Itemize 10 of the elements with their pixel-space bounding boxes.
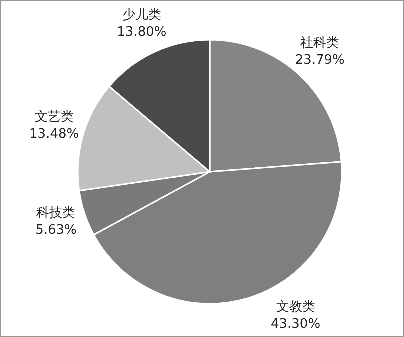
data-label: 13.80% — [117, 24, 167, 40]
data-label: 43.30% — [270, 317, 321, 332]
slice-label: 社科类 — [300, 36, 340, 52]
data-label: 5.63% — [36, 222, 77, 238]
slice-label: 科技类 — [36, 206, 76, 221]
data-label: 23.79% — [295, 53, 345, 68]
slice-label: 文艺类 — [34, 110, 74, 126]
slice-label: 文教类 — [276, 300, 316, 315]
slice-label: 少儿类 — [122, 8, 162, 23]
data-label: 13.48% — [30, 127, 80, 142]
